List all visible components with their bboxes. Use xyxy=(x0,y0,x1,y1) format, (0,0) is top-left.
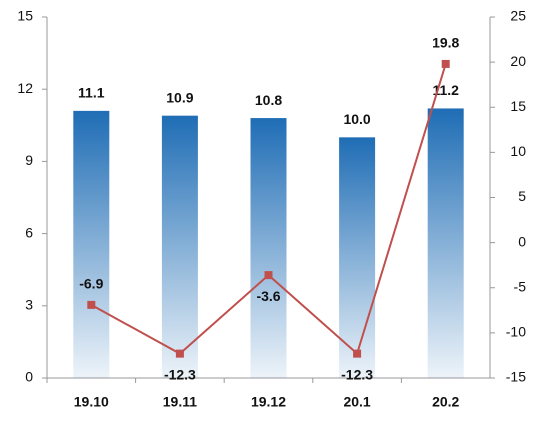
bar xyxy=(427,108,464,378)
y2-tick-label: 0 xyxy=(518,233,526,249)
line-marker xyxy=(441,59,450,68)
line-marker xyxy=(87,300,96,309)
line-marker xyxy=(353,349,362,358)
x-tick-label: 19.12 xyxy=(251,394,286,410)
y-tick-label: 6 xyxy=(25,224,33,240)
y-tick-label: 12 xyxy=(17,80,33,96)
y2-tick-label: -5 xyxy=(514,278,527,294)
bar xyxy=(73,110,110,379)
y2-tick-label: -15 xyxy=(506,369,526,385)
bar-value-label: 11.1 xyxy=(78,85,105,101)
x-tick-label: 20.2 xyxy=(432,394,459,410)
x-tick-label: 19.10 xyxy=(74,394,109,410)
line-marker xyxy=(264,271,273,280)
y2-tick-label: 5 xyxy=(518,188,526,204)
bar xyxy=(339,137,376,378)
y-tick-label: 0 xyxy=(25,369,33,385)
line-value-label: -6.9 xyxy=(79,276,103,292)
bar xyxy=(161,115,198,378)
y-tick-label: 15 xyxy=(17,8,33,24)
bar-value-label: 10.9 xyxy=(166,89,193,105)
y-tick-label: 9 xyxy=(25,152,33,168)
bar-value-label: 10.8 xyxy=(255,92,282,108)
x-tick-label: 20.1 xyxy=(343,394,370,410)
bar xyxy=(250,118,287,378)
y2-tick-label: 10 xyxy=(510,143,526,159)
y2-tick-label: 25 xyxy=(510,8,526,24)
y2-tick-label: 15 xyxy=(510,98,526,114)
line-marker xyxy=(175,349,184,358)
line-value-label: -12.3 xyxy=(341,366,373,382)
y-tick-label: 3 xyxy=(25,297,33,313)
line-value-label: 19.8 xyxy=(432,35,459,51)
line-value-label: -3.6 xyxy=(256,288,280,304)
y2-tick-label: -10 xyxy=(506,324,526,340)
bar-value-label: 10.0 xyxy=(343,111,370,127)
y2-tick-label: 20 xyxy=(510,53,526,69)
line-value-label: -12.3 xyxy=(164,366,196,382)
x-tick-label: 19.11 xyxy=(163,394,197,410)
